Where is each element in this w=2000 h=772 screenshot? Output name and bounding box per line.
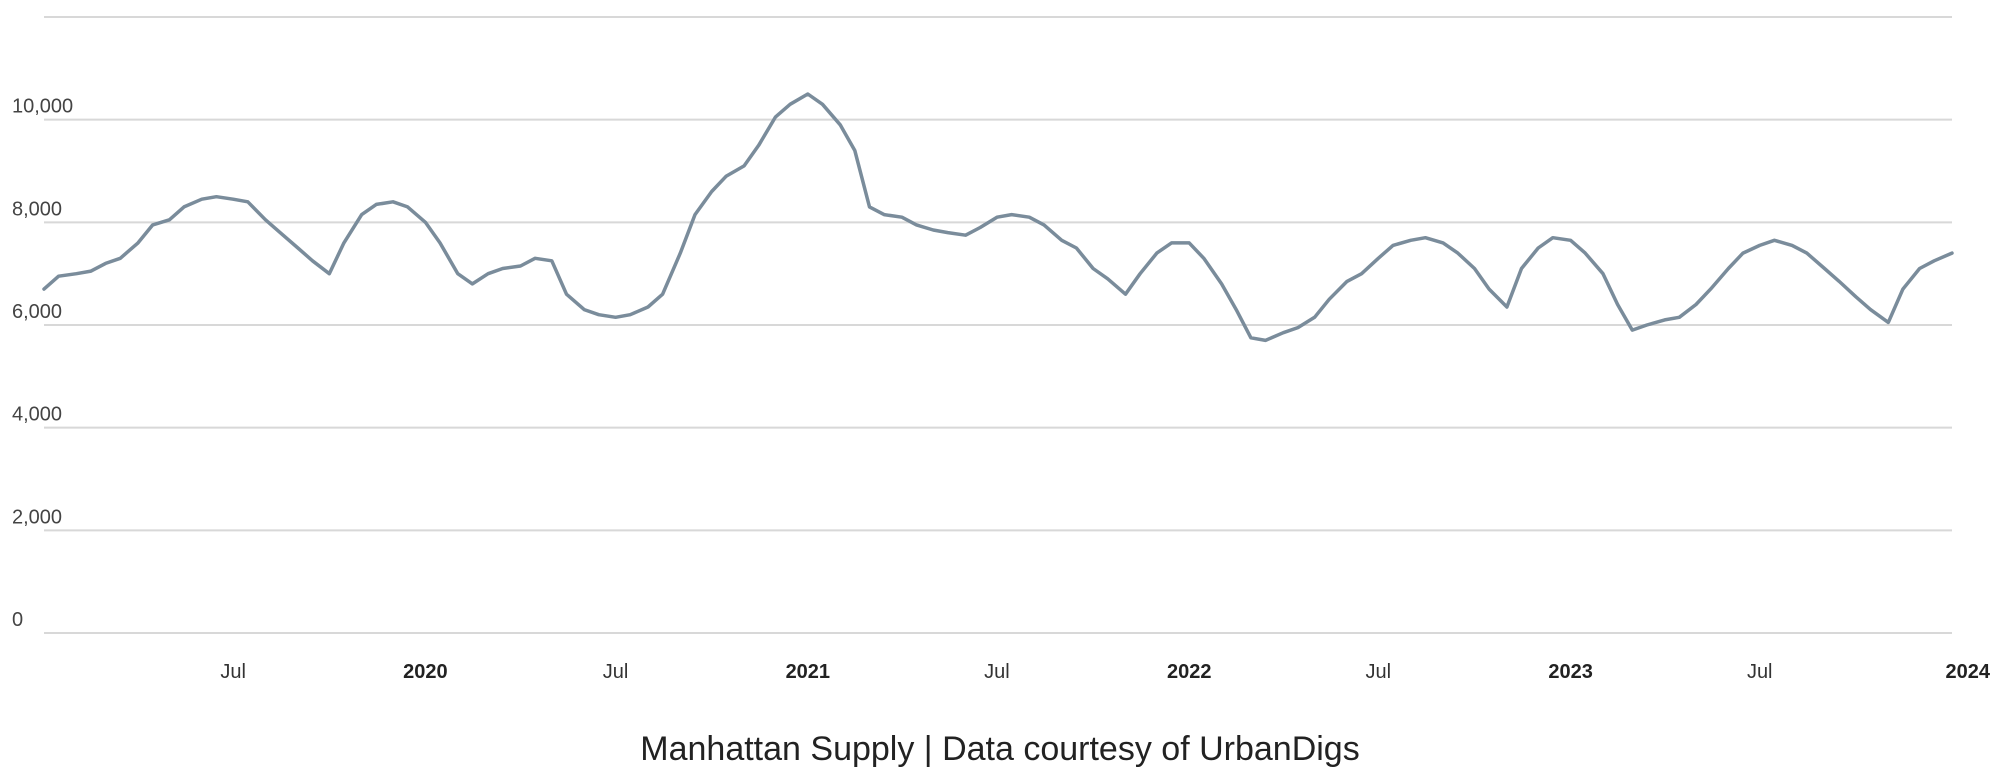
- y-tick-label: 6,000: [12, 301, 62, 323]
- x-tick-label: Jul: [220, 661, 246, 683]
- x-tick-label: 2021: [786, 661, 831, 683]
- y-tick-label: 8,000: [12, 198, 62, 220]
- x-tick-label: 2022: [1167, 661, 1212, 683]
- y-axis-tick-labels: 0 2,000 4,000 6,000 8,000 10,000: [12, 96, 73, 631]
- x-axis-tick-labels: Jul 2020 Jul 2021 Jul 2022 Jul 2023 Jul 2024: [220, 661, 1991, 683]
- x-tick-label: Jul: [984, 661, 1010, 683]
- x-tick-label: Jul: [1366, 661, 1392, 683]
- x-tick-label: 2023: [1548, 661, 1593, 683]
- x-tick-label: Jul: [603, 661, 629, 683]
- series-group: [42, 92, 1954, 343]
- x-tick-label: 2020: [403, 661, 448, 683]
- y-tick-label: 10,000: [12, 96, 73, 118]
- series-line: [42, 92, 1954, 343]
- y-tick-label: 4,000: [12, 404, 62, 426]
- y-tick-label: 2,000: [12, 506, 62, 528]
- line-chart: 0 2,000 4,000 6,000 8,000 10,000 Jul 2020 Jul 20…: [12, 16, 1991, 683]
- x-tick-label: 2024: [1946, 661, 1991, 683]
- chart-caption: Manhattan Supply | Data courtesy of Urba…: [640, 730, 1360, 768]
- gridlines: [44, 16, 1952, 634]
- y-tick-label: 0: [12, 609, 23, 631]
- x-tick-label: Jul: [1747, 661, 1773, 683]
